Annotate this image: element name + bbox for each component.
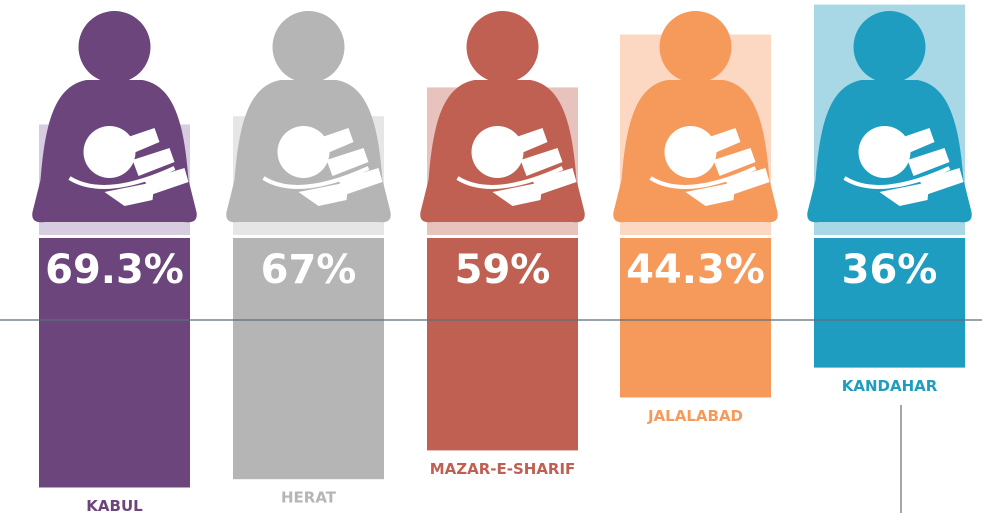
arm xyxy=(649,166,757,189)
category-label: KABUL xyxy=(86,497,143,513)
figure-head xyxy=(272,11,345,83)
baby-body xyxy=(298,128,383,206)
value-label: 69.3% xyxy=(45,247,184,293)
baby-body xyxy=(492,128,577,206)
category-label: MAZAR-E-SHARIF xyxy=(430,460,576,478)
category-label: KANDAHAR xyxy=(842,377,938,395)
arm xyxy=(262,166,370,189)
bar xyxy=(427,238,578,451)
bar xyxy=(814,238,965,368)
bar xyxy=(39,238,190,488)
figure-head xyxy=(466,11,539,83)
arm xyxy=(843,166,951,189)
arm xyxy=(68,166,176,189)
value-label: 67% xyxy=(261,247,357,293)
value-label: 44.3% xyxy=(626,247,765,293)
bar xyxy=(620,238,771,398)
baby-body xyxy=(685,128,770,206)
value-label: 59% xyxy=(455,247,551,293)
category-label: HERAT xyxy=(281,489,337,507)
arm xyxy=(456,166,564,189)
category-label: JALALABAD xyxy=(647,407,743,425)
figure-head xyxy=(659,11,732,83)
figure-head xyxy=(853,11,926,83)
baby-body xyxy=(104,128,189,206)
value-label: 36% xyxy=(842,247,938,293)
baby-body xyxy=(879,128,964,206)
bar xyxy=(233,238,384,480)
figure-head xyxy=(78,11,151,83)
